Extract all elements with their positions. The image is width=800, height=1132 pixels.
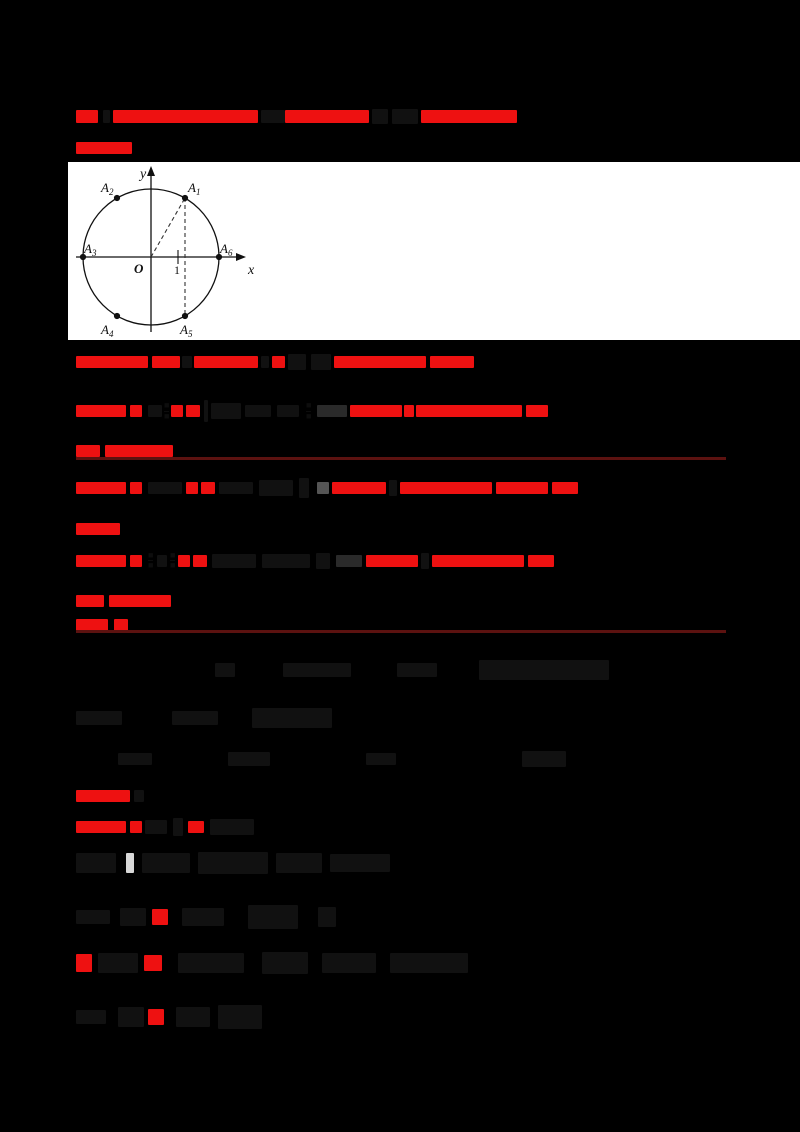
subheading-analysis <box>76 140 132 156</box>
label-a4: A4 <box>100 322 114 339</box>
dark-math-row-4 <box>76 852 390 874</box>
paragraph-analysis <box>76 354 474 370</box>
dark-math-row-3 <box>118 750 566 768</box>
choice-a-tail <box>76 443 173 459</box>
divider-rule-1 <box>76 457 726 460</box>
choice-c-tail <box>76 521 120 537</box>
dark-math-row-2 <box>76 708 332 728</box>
figure-container: A1 A2 A3 A4 A5 A6 O 1 x y <box>68 162 800 340</box>
answer-line <box>76 617 128 633</box>
dark-math-row-5 <box>76 905 336 929</box>
section-label-line <box>76 788 144 804</box>
unit-circle-figure: A1 A2 A3 A4 A5 A6 O 1 x y <box>76 166 255 339</box>
label-origin: O <box>134 261 144 276</box>
subsection-label-line <box>76 818 254 836</box>
choice-d-line: ■ ■ ■ ■ <box>76 550 554 571</box>
point-a5 <box>181 312 189 320</box>
label-unit-tick: 1 <box>174 263 180 277</box>
dark-math-row-6 <box>76 952 468 974</box>
divider-rule-2 <box>76 630 726 633</box>
label-y-axis: y <box>138 167 147 182</box>
choice-c-line <box>76 478 578 498</box>
dark-math-row-7 <box>76 1005 262 1029</box>
choice-d-tail <box>76 593 171 609</box>
label-a5: A5 <box>179 322 193 339</box>
point-a2 <box>113 194 121 202</box>
label-a2: A2 <box>100 180 114 197</box>
point-a6 <box>215 253 223 261</box>
dark-math-row-1 <box>215 660 609 680</box>
label-x-axis: x <box>247 263 255 278</box>
choice-a-line: ■ ■ ■ ■ <box>76 400 548 422</box>
label-a3: A3 <box>83 241 97 258</box>
label-a6: A6 <box>219 241 233 258</box>
point-a1 <box>181 194 189 202</box>
x-axis-arrow <box>236 253 246 261</box>
radius-to-a1 <box>150 197 186 258</box>
point-a4 <box>113 312 121 320</box>
y-axis-arrow <box>147 166 155 176</box>
point-a3 <box>79 253 87 261</box>
heading-example-4 <box>76 108 517 125</box>
label-a1: A1 <box>187 180 200 197</box>
